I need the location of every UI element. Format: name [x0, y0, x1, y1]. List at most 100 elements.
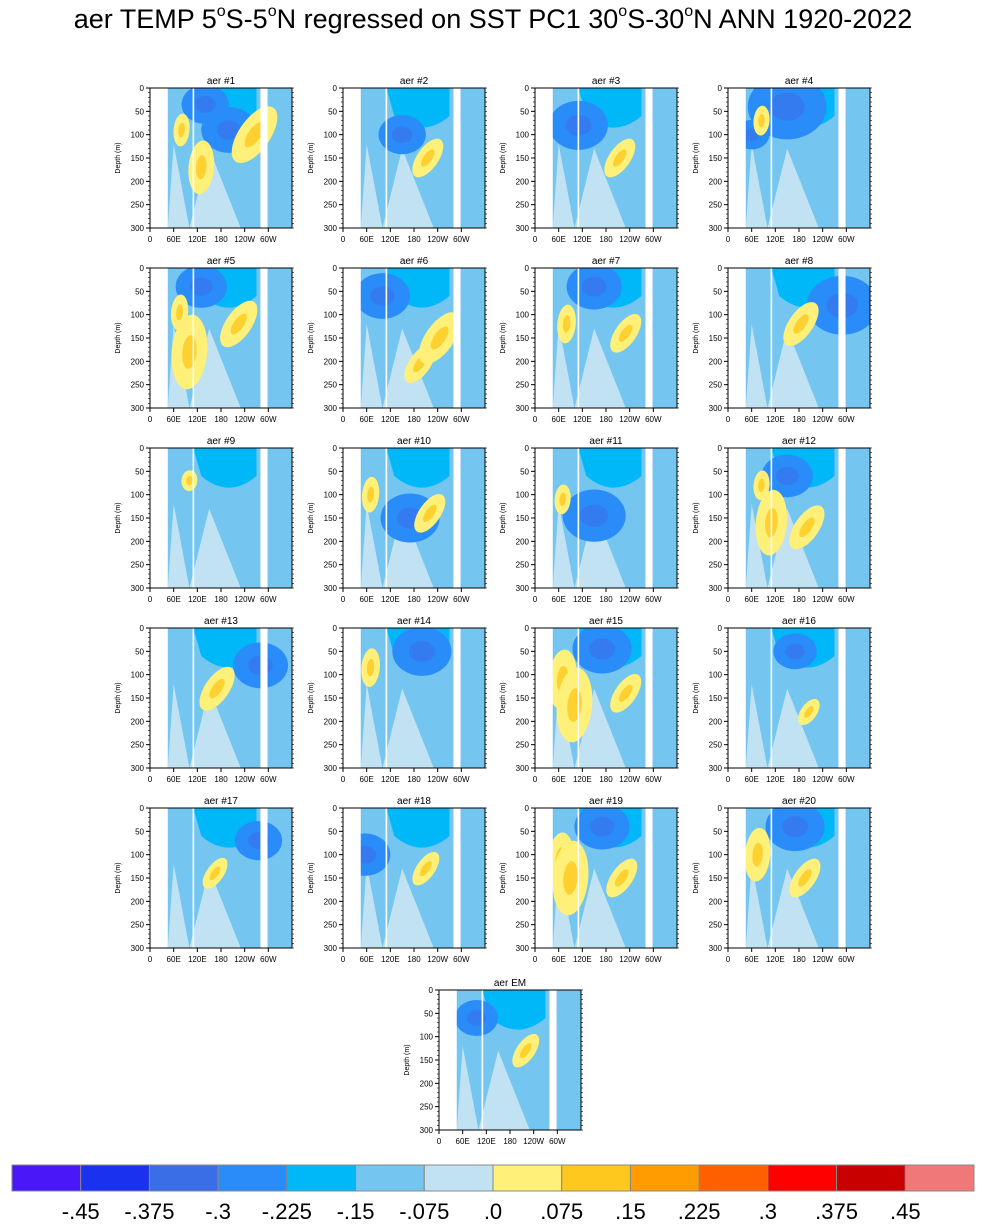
y-tick-label: 300	[709, 944, 723, 953]
panel-title: aer #13	[204, 616, 238, 627]
y-tick-label: 200	[324, 897, 338, 906]
y-tick-label: 150	[516, 154, 530, 163]
field-surface-cool	[578, 448, 642, 488]
y-tick-label: 200	[516, 357, 530, 366]
land-mask	[645, 448, 653, 588]
y-axis-label: Depth (m)	[693, 502, 700, 533]
y-tick-label: 50	[520, 827, 529, 836]
y-tick-label: 0	[525, 444, 530, 453]
land-mask	[385, 268, 388, 408]
colorbar-label: .225	[678, 1199, 721, 1224]
land-mask	[453, 268, 461, 408]
y-tick-label: 100	[324, 311, 338, 320]
x-tick-label: 60W	[453, 955, 470, 964]
x-tick-label: 180	[214, 235, 228, 244]
land-mask	[645, 808, 653, 948]
y-tick-label: 250	[131, 201, 145, 210]
land-mask	[260, 808, 268, 948]
cool-anomaly-core	[370, 286, 395, 306]
y-tick-label: 300	[516, 404, 530, 413]
y-tick-label: 250	[131, 741, 145, 750]
colorbar-swatch	[11, 1164, 82, 1192]
y-tick-label: 0	[525, 624, 530, 633]
y-tick-label: 150	[131, 334, 145, 343]
panel-title: aer #16	[782, 616, 816, 627]
y-axis-label: Depth (m)	[115, 682, 122, 713]
colorbar-swatch	[629, 1164, 700, 1192]
land-mask	[728, 628, 746, 768]
field-surface-cool	[386, 808, 450, 848]
y-tick-label: 250	[516, 561, 530, 570]
land-mask	[192, 628, 195, 768]
panel-title: aer #17	[204, 796, 238, 807]
x-tick-label: 0	[148, 955, 153, 964]
y-tick-label: 150	[324, 694, 338, 703]
land-mask	[838, 88, 846, 228]
land-mask	[453, 448, 461, 588]
land-mask	[385, 808, 388, 948]
y-axis-label: Depth (m)	[500, 322, 507, 353]
field-zero-region	[360, 864, 383, 948]
colorbar-label: -.375	[124, 1199, 174, 1224]
x-tick-label: 60W	[645, 775, 662, 784]
x-tick-label: 120W	[619, 415, 640, 424]
cool-anomaly-core	[580, 504, 609, 527]
y-tick-label: 150	[709, 514, 723, 523]
colorbar-label: -.45	[62, 1199, 100, 1224]
y-tick-label: 300	[709, 404, 723, 413]
x-tick-label: 0	[533, 595, 538, 604]
y-tick-label: 50	[713, 467, 722, 476]
x-tick-label: 60W	[549, 1137, 566, 1146]
land-mask	[150, 808, 168, 948]
warm-anomaly-core	[793, 314, 809, 334]
land-mask	[192, 448, 195, 588]
x-tick-label: 60E	[745, 595, 759, 604]
land-mask	[481, 990, 484, 1130]
y-tick-label: 0	[525, 804, 530, 813]
page-title: aer TEMP 5oS-5oN regressed on SST PC1 30…	[73, 3, 913, 35]
x-tick-label: 60E	[360, 235, 374, 244]
y-tick-label: 300	[131, 944, 145, 953]
y-tick-label: 150	[131, 694, 145, 703]
y-tick-label: 200	[324, 177, 338, 186]
x-tick-label: 120E	[766, 955, 785, 964]
field-zero-region	[382, 508, 434, 588]
y-tick-label: 150	[709, 694, 723, 703]
cool-anomaly-core	[582, 276, 607, 297]
field-zero-region	[745, 864, 768, 948]
x-tick-label: 120E	[188, 775, 207, 784]
y-tick-label: 200	[709, 357, 723, 366]
land-mask	[770, 448, 773, 588]
x-tick-label: 60W	[645, 235, 662, 244]
y-axis-label: Depth (m)	[115, 142, 122, 173]
x-tick-label: 0	[726, 415, 731, 424]
y-tick-label: 100	[131, 851, 145, 860]
land-mask	[838, 808, 846, 948]
y-tick-label: 300	[516, 764, 530, 773]
y-tick-label: 150	[131, 874, 145, 883]
x-tick-label: 180	[407, 235, 421, 244]
y-tick-label: 50	[135, 467, 144, 476]
x-tick-label: 60E	[745, 955, 759, 964]
x-tick-label: 120W	[234, 235, 255, 244]
land-mask	[150, 268, 168, 408]
x-tick-label: 180	[214, 595, 228, 604]
y-tick-label: 300	[324, 944, 338, 953]
land-mask	[150, 88, 168, 228]
y-tick-label: 0	[333, 444, 338, 453]
y-tick-label: 100	[131, 491, 145, 500]
x-tick-label: 180	[792, 415, 806, 424]
y-tick-label: 200	[324, 717, 338, 726]
y-tick-label: 250	[131, 921, 145, 930]
y-tick-label: 100	[516, 131, 530, 140]
x-tick-label: 60E	[167, 415, 181, 424]
land-mask	[577, 448, 580, 588]
cool-anomaly-core	[194, 95, 216, 113]
cool-anomaly-core	[785, 643, 805, 660]
y-tick-label: 250	[709, 921, 723, 930]
